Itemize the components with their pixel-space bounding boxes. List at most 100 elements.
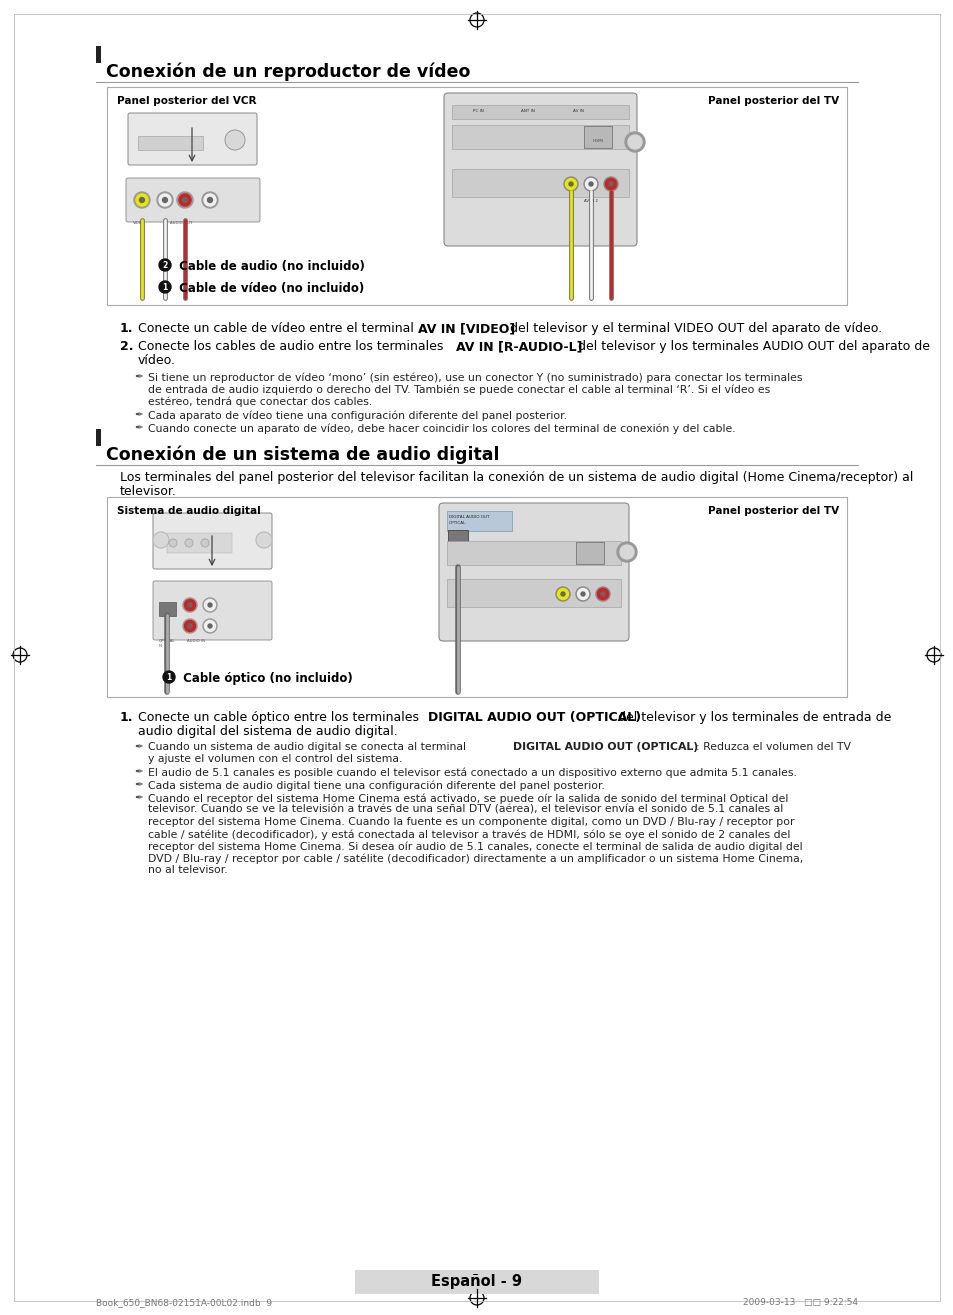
Text: ✒: ✒ — [133, 410, 143, 419]
Text: vídeo.: vídeo. — [138, 354, 175, 367]
Text: ✒: ✒ — [133, 767, 143, 777]
FancyBboxPatch shape — [128, 113, 256, 164]
Text: OPTICAL
IN: OPTICAL IN — [159, 639, 175, 647]
Bar — [167, 533, 232, 554]
Circle shape — [169, 539, 177, 547]
Circle shape — [600, 592, 604, 596]
Circle shape — [255, 533, 272, 548]
Text: : Reduzca el volumen del TV: : Reduzca el volumen del TV — [696, 742, 850, 752]
FancyBboxPatch shape — [448, 530, 468, 550]
Text: Los terminales del panel posterior del televisor facilitan la conexión de un sis: Los terminales del panel posterior del t… — [120, 471, 912, 484]
Text: Conexión de un sistema de audio digital: Conexión de un sistema de audio digital — [106, 444, 499, 463]
Circle shape — [204, 600, 215, 610]
Circle shape — [159, 259, 171, 271]
Circle shape — [565, 179, 576, 189]
Circle shape — [603, 178, 618, 191]
Text: Panel posterior del TV: Panel posterior del TV — [707, 96, 838, 107]
FancyBboxPatch shape — [152, 513, 272, 569]
Text: Cuando el receptor del sistema Home Cinema está activado, se puede oír la salida: Cuando el receptor del sistema Home Cine… — [148, 793, 787, 803]
FancyBboxPatch shape — [576, 542, 603, 564]
Text: de entrada de audio izquierdo o derecho del TV. También se puede conectar el cab: de entrada de audio izquierdo o derecho … — [148, 384, 769, 394]
FancyBboxPatch shape — [126, 178, 260, 222]
Text: AV IN [VIDEO]: AV IN [VIDEO] — [417, 322, 515, 335]
Circle shape — [162, 197, 168, 203]
Circle shape — [202, 192, 218, 208]
Text: 2: 2 — [162, 260, 168, 270]
Text: Cable de audio (no incluido): Cable de audio (no incluido) — [174, 260, 364, 274]
Text: OPTICAL: OPTICAL — [449, 521, 466, 525]
Text: Cada sistema de audio digital tiene una configuración diferente del panel poster: Cada sistema de audio digital tiene una … — [148, 780, 604, 790]
Text: DIGITAL AUDIO OUT (OPTICAL): DIGITAL AUDIO OUT (OPTICAL) — [513, 742, 698, 752]
Circle shape — [204, 195, 215, 206]
Circle shape — [159, 195, 171, 206]
Circle shape — [557, 589, 568, 600]
Circle shape — [225, 130, 245, 150]
Bar — [107, 87, 846, 305]
Text: Conecte un cable óptico entre los terminales: Conecte un cable óptico entre los termin… — [138, 711, 422, 725]
Bar — [447, 579, 620, 608]
Text: AUDIO OUT: AUDIO OUT — [170, 221, 193, 225]
Text: PC IN: PC IN — [472, 109, 483, 113]
Text: audio digital del sistema de audio digital.: audio digital del sistema de audio digit… — [138, 725, 397, 738]
FancyBboxPatch shape — [438, 504, 628, 640]
Text: ✒: ✒ — [133, 793, 143, 803]
Text: 1: 1 — [166, 672, 172, 681]
Circle shape — [182, 197, 188, 203]
Text: Cable de vídeo (no incluido): Cable de vídeo (no incluido) — [174, 281, 364, 295]
Circle shape — [133, 192, 150, 208]
FancyBboxPatch shape — [583, 126, 612, 149]
Circle shape — [560, 592, 564, 596]
Text: Conecte un cable de vídeo entre el terminal: Conecte un cable de vídeo entre el termi… — [138, 322, 417, 335]
Bar — [107, 497, 846, 697]
Circle shape — [201, 539, 209, 547]
Circle shape — [183, 619, 196, 633]
Text: Conecte los cables de audio entre los terminales: Conecte los cables de audio entre los te… — [138, 341, 447, 352]
Circle shape — [576, 586, 589, 601]
Text: del televisor y el terminal VIDEO OUT del aparato de vídeo.: del televisor y el terminal VIDEO OUT de… — [505, 322, 882, 335]
Bar — [452, 170, 628, 197]
Bar — [447, 512, 512, 531]
Text: Cuando un sistema de audio digital se conecta al terminal: Cuando un sistema de audio digital se co… — [148, 742, 469, 752]
Circle shape — [184, 600, 195, 610]
Text: DVD / Blu-ray / receptor por cable / satélite (decodificador) directamente a un : DVD / Blu-ray / receptor por cable / sat… — [148, 853, 802, 864]
Text: ✒: ✒ — [133, 780, 143, 790]
Text: 2.: 2. — [120, 341, 133, 352]
Circle shape — [583, 178, 598, 191]
Circle shape — [157, 192, 172, 208]
Circle shape — [163, 671, 174, 682]
Circle shape — [568, 181, 573, 185]
Circle shape — [152, 533, 169, 548]
Text: receptor del sistema Home Cinema. Cuando la fuente es un componente digital, com: receptor del sistema Home Cinema. Cuando… — [148, 817, 794, 827]
Text: Cada aparato de vídeo tiene una configuración diferente del panel posterior.: Cada aparato de vídeo tiene una configur… — [148, 410, 566, 421]
Text: del televisor y los terminales AUDIO OUT del aparato de: del televisor y los terminales AUDIO OUT… — [574, 341, 929, 352]
FancyBboxPatch shape — [96, 429, 101, 446]
Text: HDMI: HDMI — [592, 139, 602, 143]
Text: Book_650_BN68-02151A-00L02.indb  9: Book_650_BN68-02151A-00L02.indb 9 — [96, 1298, 272, 1307]
Circle shape — [208, 604, 212, 608]
Circle shape — [619, 544, 634, 559]
Circle shape — [179, 195, 191, 206]
Circle shape — [184, 621, 195, 631]
Circle shape — [183, 598, 196, 611]
FancyBboxPatch shape — [159, 602, 175, 615]
Text: Si tiene un reproductor de vídeo ‘mono’ (sin estéreo), use un conector Y (no sum: Si tiene un reproductor de vídeo ‘mono’ … — [148, 372, 801, 383]
Circle shape — [588, 181, 593, 185]
Text: estéreo, tendrá que conectar dos cables.: estéreo, tendrá que conectar dos cables. — [148, 396, 372, 406]
Text: ✒: ✒ — [133, 423, 143, 433]
Text: ANT IN: ANT IN — [520, 109, 535, 113]
Bar — [138, 135, 203, 150]
Circle shape — [188, 604, 192, 608]
Circle shape — [617, 542, 637, 562]
Circle shape — [208, 197, 213, 203]
Circle shape — [627, 135, 641, 149]
Text: y ajuste el volumen con el control del sistema.: y ajuste el volumen con el control del s… — [148, 753, 402, 764]
Circle shape — [556, 586, 569, 601]
Text: Conexión de un reproductor de vídeo: Conexión de un reproductor de vídeo — [106, 62, 470, 80]
Text: 1.: 1. — [120, 322, 133, 335]
Circle shape — [188, 625, 192, 629]
Text: Panel posterior del VCR: Panel posterior del VCR — [117, 96, 256, 107]
Text: Cable óptico (no incluido): Cable óptico (no incluido) — [179, 672, 353, 685]
Circle shape — [580, 592, 584, 596]
Text: Cuando conecte un aparato de vídeo, debe hacer coincidir los colores del termina: Cuando conecte un aparato de vídeo, debe… — [148, 423, 735, 434]
Text: ✒: ✒ — [133, 742, 143, 752]
